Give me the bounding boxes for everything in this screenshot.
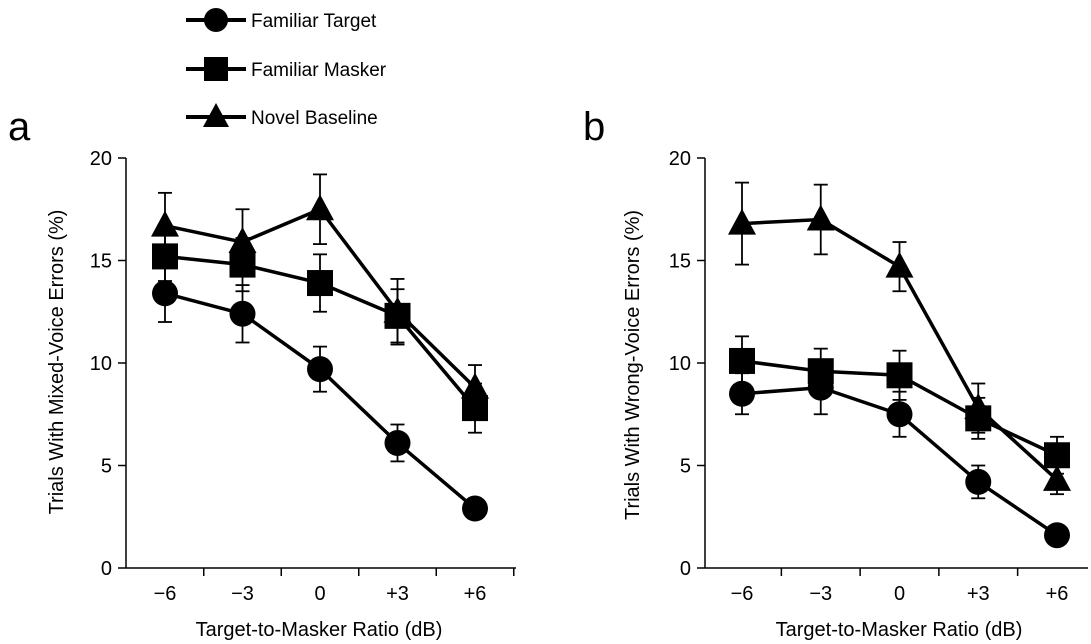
legend-label: Novel Baseline [251, 108, 378, 129]
data-point-square [1044, 442, 1070, 469]
data-point-circle [307, 356, 333, 383]
y-tick-label: 5 [101, 456, 112, 478]
data-point-circle [729, 380, 755, 407]
data-point-triangle [151, 210, 179, 237]
data-point-square [886, 362, 913, 389]
x-tick-label: −6 [154, 583, 177, 605]
x-tick-label: −6 [731, 583, 754, 605]
data-point-triangle [1043, 464, 1071, 491]
data-point-triangle [728, 208, 756, 235]
data-point-circle [886, 401, 913, 428]
y-tick-label: 0 [680, 558, 691, 580]
data-point-triangle [228, 227, 257, 254]
x-tick-label: +6 [1046, 583, 1069, 605]
y-tick-label: 20 [90, 148, 112, 170]
legend-label: Familiar Masker [251, 60, 387, 81]
y-axis-title-b: Trials With Wrong-Voice Errors (%) [622, 210, 644, 520]
y-tick-label: 10 [90, 353, 112, 375]
panel-label-a: a [8, 105, 31, 149]
data-point-square [462, 395, 488, 422]
x-axis-title-a: Target-to-Masker Ratio (dB) [196, 619, 443, 641]
data-point-square [307, 270, 333, 297]
data-point-square [729, 347, 755, 374]
data-point-triangle [306, 194, 334, 221]
data-point-triangle [461, 372, 489, 399]
data-point-triangle [885, 251, 914, 278]
x-tick-label: −3 [231, 583, 254, 605]
data-point-circle [1044, 522, 1070, 549]
legend: Familiar Target Familiar Masker Novel Ba… [186, 8, 387, 129]
legend-item-familiar-target: Familiar Target [186, 8, 377, 32]
square-marker-icon [204, 57, 228, 81]
x-tick-label: +3 [386, 583, 409, 605]
y-tick-label: 10 [669, 353, 691, 375]
data-point-circle [965, 468, 992, 495]
data-point-triangle [383, 296, 412, 323]
data-point-triangle [806, 204, 835, 231]
x-tick-label: 0 [894, 583, 905, 605]
data-point-square [152, 243, 178, 270]
data-point-circle [229, 300, 256, 327]
triangle-marker-icon [203, 103, 229, 127]
series-line [164, 291, 477, 510]
data-point-circle [462, 495, 488, 522]
x-tick-label: +3 [967, 583, 990, 605]
data-point-triangle [964, 393, 993, 420]
data-point-circle [384, 429, 411, 456]
data-point-circle [152, 280, 178, 307]
data-point-square [229, 251, 256, 278]
x-tick-label: −3 [809, 583, 832, 605]
x-tick-label: 0 [314, 583, 325, 605]
x-tick-label: +6 [464, 583, 487, 605]
chart-panel-b: 0 5 10 15 20 −6 −3 0 +3 +6 [669, 148, 1088, 605]
y-axis-title-a: Trials With Mixed-Voice Errors (%) [46, 210, 68, 515]
chart-panel-a: 0 5 10 15 20 −6 −3 0 +3 +6 [90, 148, 516, 605]
y-tick-label: 15 [669, 251, 691, 273]
legend-item-familiar-masker: Familiar Masker [186, 57, 387, 81]
y-tick-label: 5 [680, 456, 691, 478]
data-point-square [807, 358, 834, 385]
legend-label: Familiar Target [251, 11, 377, 32]
x-axis-title-b: Target-to-Masker Ratio (dB) [776, 619, 1023, 641]
y-tick-label: 15 [90, 251, 112, 273]
legend-item-novel-baseline: Novel Baseline [186, 103, 378, 129]
y-tick-label: 20 [669, 148, 691, 170]
circle-marker-icon [204, 8, 228, 32]
panel-label-b: b [583, 105, 605, 149]
y-tick-label: 0 [101, 558, 112, 580]
